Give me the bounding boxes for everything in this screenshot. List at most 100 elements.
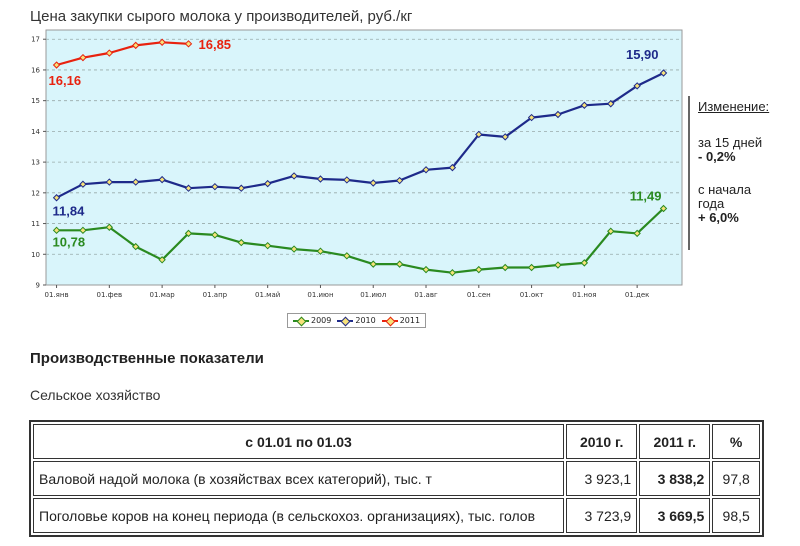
data-point [448,163,457,172]
table-cell-label: Поголовье коров на конец периода (в сель… [33,498,565,533]
x-tick-label: 01.дек [625,291,650,299]
data-point [52,226,61,235]
x-tick-label: 01.янв [45,291,69,299]
x-tick-label: 01.ноя [572,291,596,299]
legend-swatch-2011 [381,317,398,325]
data-point [79,180,87,188]
data-label: 16,16 [49,73,82,88]
plot-area [45,29,683,286]
data-point [422,166,430,174]
x-tick-label: 01.мар [150,291,176,299]
data-point [607,227,615,235]
section-title: Производственные показатели [30,350,264,367]
table-cell-2011: 3 838,2 [639,461,711,496]
y-tick-label: 12 [31,189,40,197]
chart-title: Цена закупки сырого молока у производите… [30,8,413,25]
data-point [659,204,668,213]
legend-item-2011: 2011 [381,316,421,325]
data-point [527,263,536,272]
change-panel: Изменение: за 15 дней - 0,2% с начала го… [688,96,788,250]
x-tick-label: 01.окт [520,291,544,299]
y-tick-label: 9 [36,282,40,290]
x-tick-label: 01.авг [414,291,438,299]
data-point [448,269,457,277]
series-line-2011 [56,41,189,67]
data-point [52,194,61,202]
data-point [132,41,140,50]
data-point [395,260,404,268]
table-header-2010: 2010 г. [566,424,638,459]
data-point [475,265,483,274]
table-header-2011: 2011 г. [639,424,711,459]
data-point [158,175,166,184]
data-point [554,110,562,119]
data-point [633,82,641,90]
legend-label-2011: 2011 [399,316,421,325]
data-point [501,263,509,272]
legend-item-2009: 2009 [293,316,331,325]
data-point [184,40,193,48]
data-point [105,223,114,231]
data-point [105,178,114,186]
x-tick-label: 01.фев [97,291,123,299]
table-row: Валовой надой молока (в хозяйствах всех … [33,461,760,496]
table-cell-2010: 3 723,9 [566,498,638,533]
data-point [395,176,404,185]
price-line-chart: 9 10 11 12 13 14 15 16 17 01.янв 01.фев 01.мар 01.ап… [31,29,683,299]
data-label: 15,90 [626,47,659,62]
data-point [290,172,298,180]
series-line-2009 [56,207,665,274]
data-point [422,265,430,274]
table-cell-percent: 97,8 [712,461,760,496]
data-point [158,38,166,46]
data-point [79,226,87,235]
subsection-title: Сельское хозяйство [30,387,161,403]
table-header-period: с 01.01 по 01.03 [33,424,565,459]
chart-legend: 2009 2010 2011 [287,313,427,328]
data-point [527,113,536,122]
data-point [132,178,140,186]
data-point [501,133,509,141]
change-period1-value: - 0,2% [698,149,736,164]
y-tick-label: 15 [31,97,40,105]
data-point [369,260,377,268]
data-point [237,238,245,247]
series-line-2010 [56,72,664,199]
data-label: 10,78 [53,234,86,249]
data-point [607,100,615,108]
production-table: с 01.01 по 01.03 2010 г. 2011 г. % Валов… [29,420,764,537]
data-point [343,176,351,184]
data-label: 11,49 [630,189,662,204]
legend-swatch-2010 [337,317,354,325]
table-cell-2010: 3 923,1 [566,461,638,496]
change-period1-label: за 15 дней [698,135,763,150]
data-point [105,49,114,57]
legend-label-2009: 2009 [311,316,332,325]
x-tick-label: 01.апр [203,291,228,299]
data-point [316,175,325,183]
table-cell-2011: 3 669,5 [639,498,711,533]
table-cell-label: Валовой надой молока (в хозяйствах всех … [33,461,565,496]
data-point [580,259,589,267]
table-header-percent: % [712,424,760,459]
data-point [158,256,166,264]
data-point [633,229,641,238]
data-point [263,179,272,188]
legend-label-2010: 2010 [355,316,376,325]
change-heading: Изменение: [698,99,770,114]
data-label: 16,85 [199,37,232,52]
data-point [659,69,668,77]
legend-item-2010: 2010 [337,316,376,325]
y-tick-label: 13 [31,159,40,167]
data-point [475,130,483,139]
data-point [554,261,562,269]
table-cell-percent: 98,5 [712,498,760,533]
y-tick-label: 14 [31,128,40,136]
data-point [343,252,351,260]
data-point [237,184,245,192]
y-tick-label: 10 [31,251,40,259]
data-point [369,179,377,187]
x-tick-label: 01.сен [467,291,491,299]
data-point [184,229,193,238]
table-header-row: с 01.01 по 01.03 2010 г. 2011 г. % [33,424,760,459]
